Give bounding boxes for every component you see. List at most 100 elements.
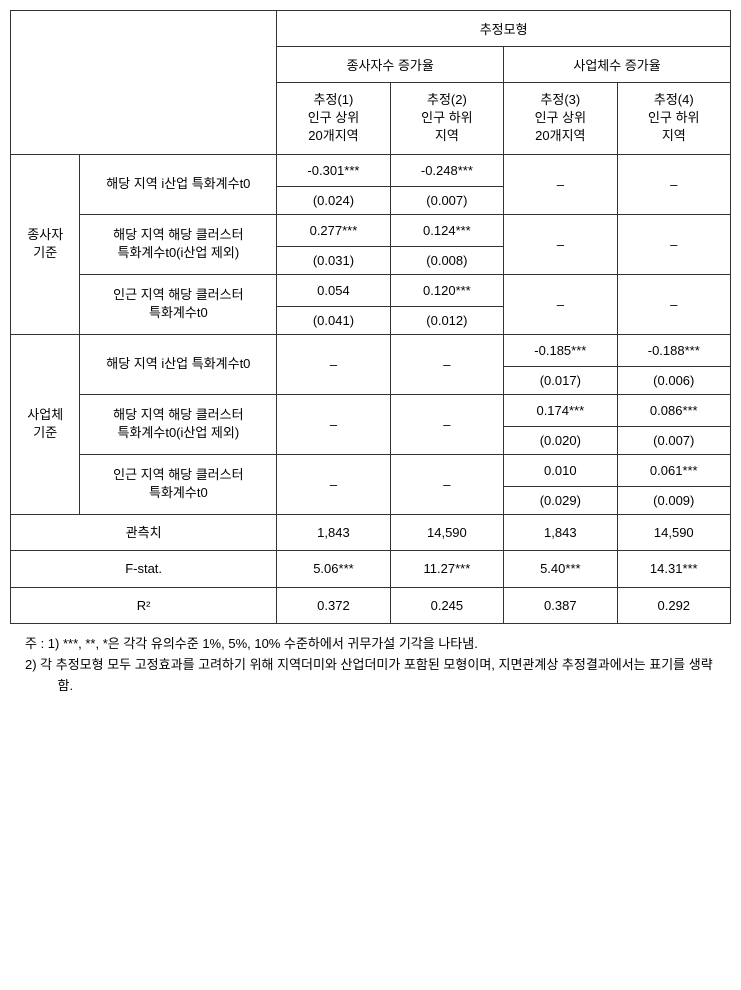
data-cell: 0.245 [390,587,503,624]
data-cell: -0.301*** [277,154,390,186]
data-cell: 0.054 [277,274,390,306]
data-cell: 11.27*** [390,551,503,588]
data-cell: 0.372 [277,587,390,624]
header-col3-l3: 20개지역 [535,128,585,143]
data-cell: – [390,334,503,394]
var5-label: 해당 지역 해당 클러스터 특화계수t0(i산업 제외) [80,394,277,454]
data-cell: 0.124*** [390,214,503,246]
data-cell: 0.010 [504,454,617,486]
note1: 주 : 1) ***, **, *은 각각 유의수준 1%, 5%, 10% 수… [25,634,716,655]
table-row: 인근 지역 해당 클러스터 특화계수t0 – – 0.010 0.061*** [11,454,731,486]
data-cell: -0.185*** [504,334,617,366]
data-cell: – [504,274,617,334]
var2-l1: 해당 지역 해당 클러스터 [113,227,243,242]
header-col1-l2: 인구 상위 [308,110,359,125]
obs-label: 관측치 [11,514,277,551]
data-cell: (0.041) [277,306,390,334]
data-cell: 0.061*** [617,454,730,486]
data-cell: -0.248*** [390,154,503,186]
rowgroup1-label: 종사자 기준 [11,154,80,334]
data-cell: (0.007) [390,186,503,214]
var3-label: 인근 지역 해당 클러스터 특화계수t0 [80,274,277,334]
var3-l1: 인근 지역 해당 클러스터 [113,287,243,302]
data-cell: 5.06*** [277,551,390,588]
table-row: 인근 지역 해당 클러스터 특화계수t0 0.054 0.120*** – – [11,274,731,306]
data-cell: (0.009) [617,486,730,514]
table-row: 관측치 1,843 14,590 1,843 14,590 [11,514,731,551]
table-row: 사업체 기준 해당 지역 i산업 특화계수t0 – – -0.185*** -0… [11,334,731,366]
data-cell: – [277,334,390,394]
header-col2-l3: 지역 [435,128,459,143]
header-col1: 추정(1) 인구 상위 20개지역 [277,83,390,155]
header-col2-l1: 추정(2) [427,92,467,107]
data-cell: 1,843 [277,514,390,551]
header-col4-l1: 추정(4) [654,92,694,107]
data-cell: – [617,274,730,334]
var5-l1: 해당 지역 해당 클러스터 [113,407,243,422]
data-cell: 0.387 [504,587,617,624]
header-col4: 추정(4) 인구 하위 지역 [617,83,730,155]
data-cell: – [277,394,390,454]
estimation-table: 추정모형 종사자수 증가율 사업체수 증가율 추정(1) 인구 상위 20개지역… [10,10,731,624]
table-row: F-stat. 5.06*** 11.27*** 5.40*** 14.31**… [11,551,731,588]
data-cell: 14,590 [390,514,503,551]
header-col3-l1: 추정(3) [540,92,580,107]
header-col3-l2: 인구 상위 [535,110,586,125]
data-cell: 0.086*** [617,394,730,426]
var4-label: 해당 지역 i산업 특화계수t0 [80,334,277,394]
var2-label: 해당 지역 해당 클러스터 특화계수t0(i산업 제외) [80,214,277,274]
var1-label: 해당 지역 i산업 특화계수t0 [80,154,277,214]
table-notes: 주 : 1) ***, **, *은 각각 유의수준 1%, 5%, 10% 수… [10,634,731,696]
data-cell: (0.024) [277,186,390,214]
rowgroup2-l1: 사업체 [27,407,63,422]
header-col4-l2: 인구 하위 [648,110,699,125]
header-main: 추정모형 [277,11,731,47]
table-row: 종사자 기준 해당 지역 i산업 특화계수t0 -0.301*** -0.248… [11,154,731,186]
var6-l2: 특화계수t0 [149,485,208,500]
note2: 2) 각 추정모형 모두 고정효과를 고려하기 위해 지역더미와 산업더미가 포… [25,655,716,697]
var5-l2: 특화계수t0(i산업 제외) [118,425,240,440]
data-cell: 1,843 [504,514,617,551]
data-cell: (0.006) [617,366,730,394]
data-cell: 14,590 [617,514,730,551]
header-group1: 종사자수 증가율 [277,47,504,83]
var6-l1: 인근 지역 해당 클러스터 [113,467,243,482]
data-cell: – [504,214,617,274]
r2-label: R² [11,587,277,624]
table-row: 해당 지역 해당 클러스터 특화계수t0(i산업 제외) – – 0.174**… [11,394,731,426]
rowgroup1-l2: 기준 [33,245,57,260]
data-cell: – [504,154,617,214]
data-cell: 0.277*** [277,214,390,246]
fstat-label: F-stat. [11,551,277,588]
table-row: 해당 지역 해당 클러스터 특화계수t0(i산업 제외) 0.277*** 0.… [11,214,731,246]
rowgroup2-l2: 기준 [33,425,57,440]
header-group2: 사업체수 증가율 [504,47,731,83]
data-cell: – [390,394,503,454]
table-row: R² 0.372 0.245 0.387 0.292 [11,587,731,624]
header-col2: 추정(2) 인구 하위 지역 [390,83,503,155]
header-col2-l2: 인구 하위 [421,110,472,125]
data-cell: 14.31*** [617,551,730,588]
var6-label: 인근 지역 해당 클러스터 특화계수t0 [80,454,277,514]
header-col1-l1: 추정(1) [314,92,354,107]
corner-empty [11,11,277,155]
data-cell: (0.012) [390,306,503,334]
rowgroup2-label: 사업체 기준 [11,334,80,514]
data-cell: – [617,154,730,214]
data-cell: 5.40*** [504,551,617,588]
data-cell: (0.007) [617,426,730,454]
data-cell: 0.292 [617,587,730,624]
data-cell: (0.017) [504,366,617,394]
header-col3: 추정(3) 인구 상위 20개지역 [504,83,617,155]
data-cell: -0.188*** [617,334,730,366]
data-cell: (0.031) [277,246,390,274]
data-cell: 0.174*** [504,394,617,426]
data-cell: (0.020) [504,426,617,454]
data-cell: – [277,454,390,514]
var2-l2: 특화계수t0(i산업 제외) [118,245,240,260]
header-col1-l3: 20개지역 [308,128,358,143]
header-col4-l3: 지역 [662,128,686,143]
data-cell: – [390,454,503,514]
data-cell: (0.008) [390,246,503,274]
data-cell: – [617,214,730,274]
